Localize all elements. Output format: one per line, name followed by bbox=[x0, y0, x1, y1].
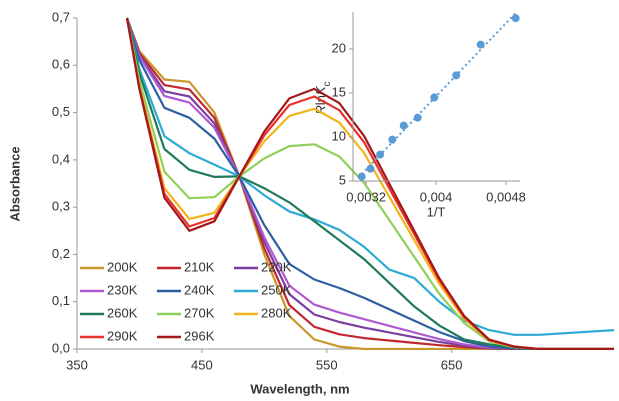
series-line bbox=[125, 17, 614, 350]
y-tick-label: 15 bbox=[332, 84, 346, 99]
legend-label: 270K bbox=[184, 305, 215, 320]
y-tick-label: 0,1 bbox=[52, 293, 70, 308]
scatter-point bbox=[376, 150, 385, 159]
series-line bbox=[125, 17, 614, 350]
series-line bbox=[125, 17, 614, 350]
y-tick-label: 10 bbox=[332, 128, 346, 143]
y-axis-label: Absorbance bbox=[7, 146, 22, 221]
legend-label: 230K bbox=[107, 282, 138, 297]
x-tick-label: 650 bbox=[441, 357, 463, 372]
y-tick-label: 0,4 bbox=[52, 151, 70, 166]
scatter-point bbox=[511, 14, 520, 23]
legend-label: 250K bbox=[261, 282, 292, 297]
series-line bbox=[125, 17, 615, 336]
x-tick-label: 0,0032 bbox=[346, 189, 386, 204]
y-tick-label: 0,5 bbox=[52, 104, 70, 119]
legend-label: 260K bbox=[107, 305, 138, 320]
y-tick-label: 5 bbox=[339, 172, 346, 187]
series-line bbox=[125, 17, 614, 350]
legend-label: 280K bbox=[261, 305, 292, 320]
legend-label: 240K bbox=[184, 282, 215, 297]
inset-y-label-part: K bbox=[313, 85, 328, 95]
x-tick-label: 350 bbox=[66, 357, 88, 372]
series-line bbox=[125, 17, 614, 350]
series-line bbox=[125, 17, 614, 350]
series-line bbox=[125, 17, 614, 350]
inset-y-label-part: c bbox=[322, 81, 333, 86]
y-tick-label: 0,0 bbox=[52, 340, 70, 355]
x-tick-label: 0,004 bbox=[420, 189, 453, 204]
x-tick-label: 550 bbox=[316, 357, 338, 372]
scatter-point bbox=[366, 164, 375, 173]
scatter-point bbox=[388, 135, 397, 144]
y-tick-label: 0,6 bbox=[52, 57, 70, 72]
scatter-point bbox=[452, 71, 461, 80]
inset-x-axis-label: 1/T bbox=[427, 204, 446, 219]
x-tick-label: 0,0048 bbox=[486, 189, 526, 204]
series-line bbox=[125, 17, 614, 350]
y-tick-label: 0,3 bbox=[52, 199, 70, 214]
scatter-point bbox=[357, 172, 366, 181]
legend-label: 296K bbox=[184, 328, 215, 343]
scatter-point bbox=[413, 113, 422, 122]
series-line bbox=[125, 17, 614, 350]
trendline bbox=[361, 12, 517, 175]
scatter-point bbox=[430, 93, 439, 102]
legend-label: 200K bbox=[107, 259, 138, 274]
scatter-point bbox=[399, 121, 408, 130]
inset-y-label-part: R bbox=[313, 105, 328, 114]
scatter-point bbox=[476, 40, 485, 49]
y-tick-label: 0,7 bbox=[52, 9, 70, 24]
series-line bbox=[125, 17, 614, 350]
legend-label: 290K bbox=[107, 328, 138, 343]
y-tick-label: 0,2 bbox=[52, 246, 70, 261]
legend-label: 220K bbox=[261, 259, 292, 274]
y-tick-label: 20 bbox=[332, 40, 346, 55]
x-tick-label: 450 bbox=[191, 357, 213, 372]
x-axis-label: Wavelength, nm bbox=[250, 381, 349, 396]
plot-lines bbox=[125, 17, 615, 350]
legend-label: 210K bbox=[184, 259, 215, 274]
